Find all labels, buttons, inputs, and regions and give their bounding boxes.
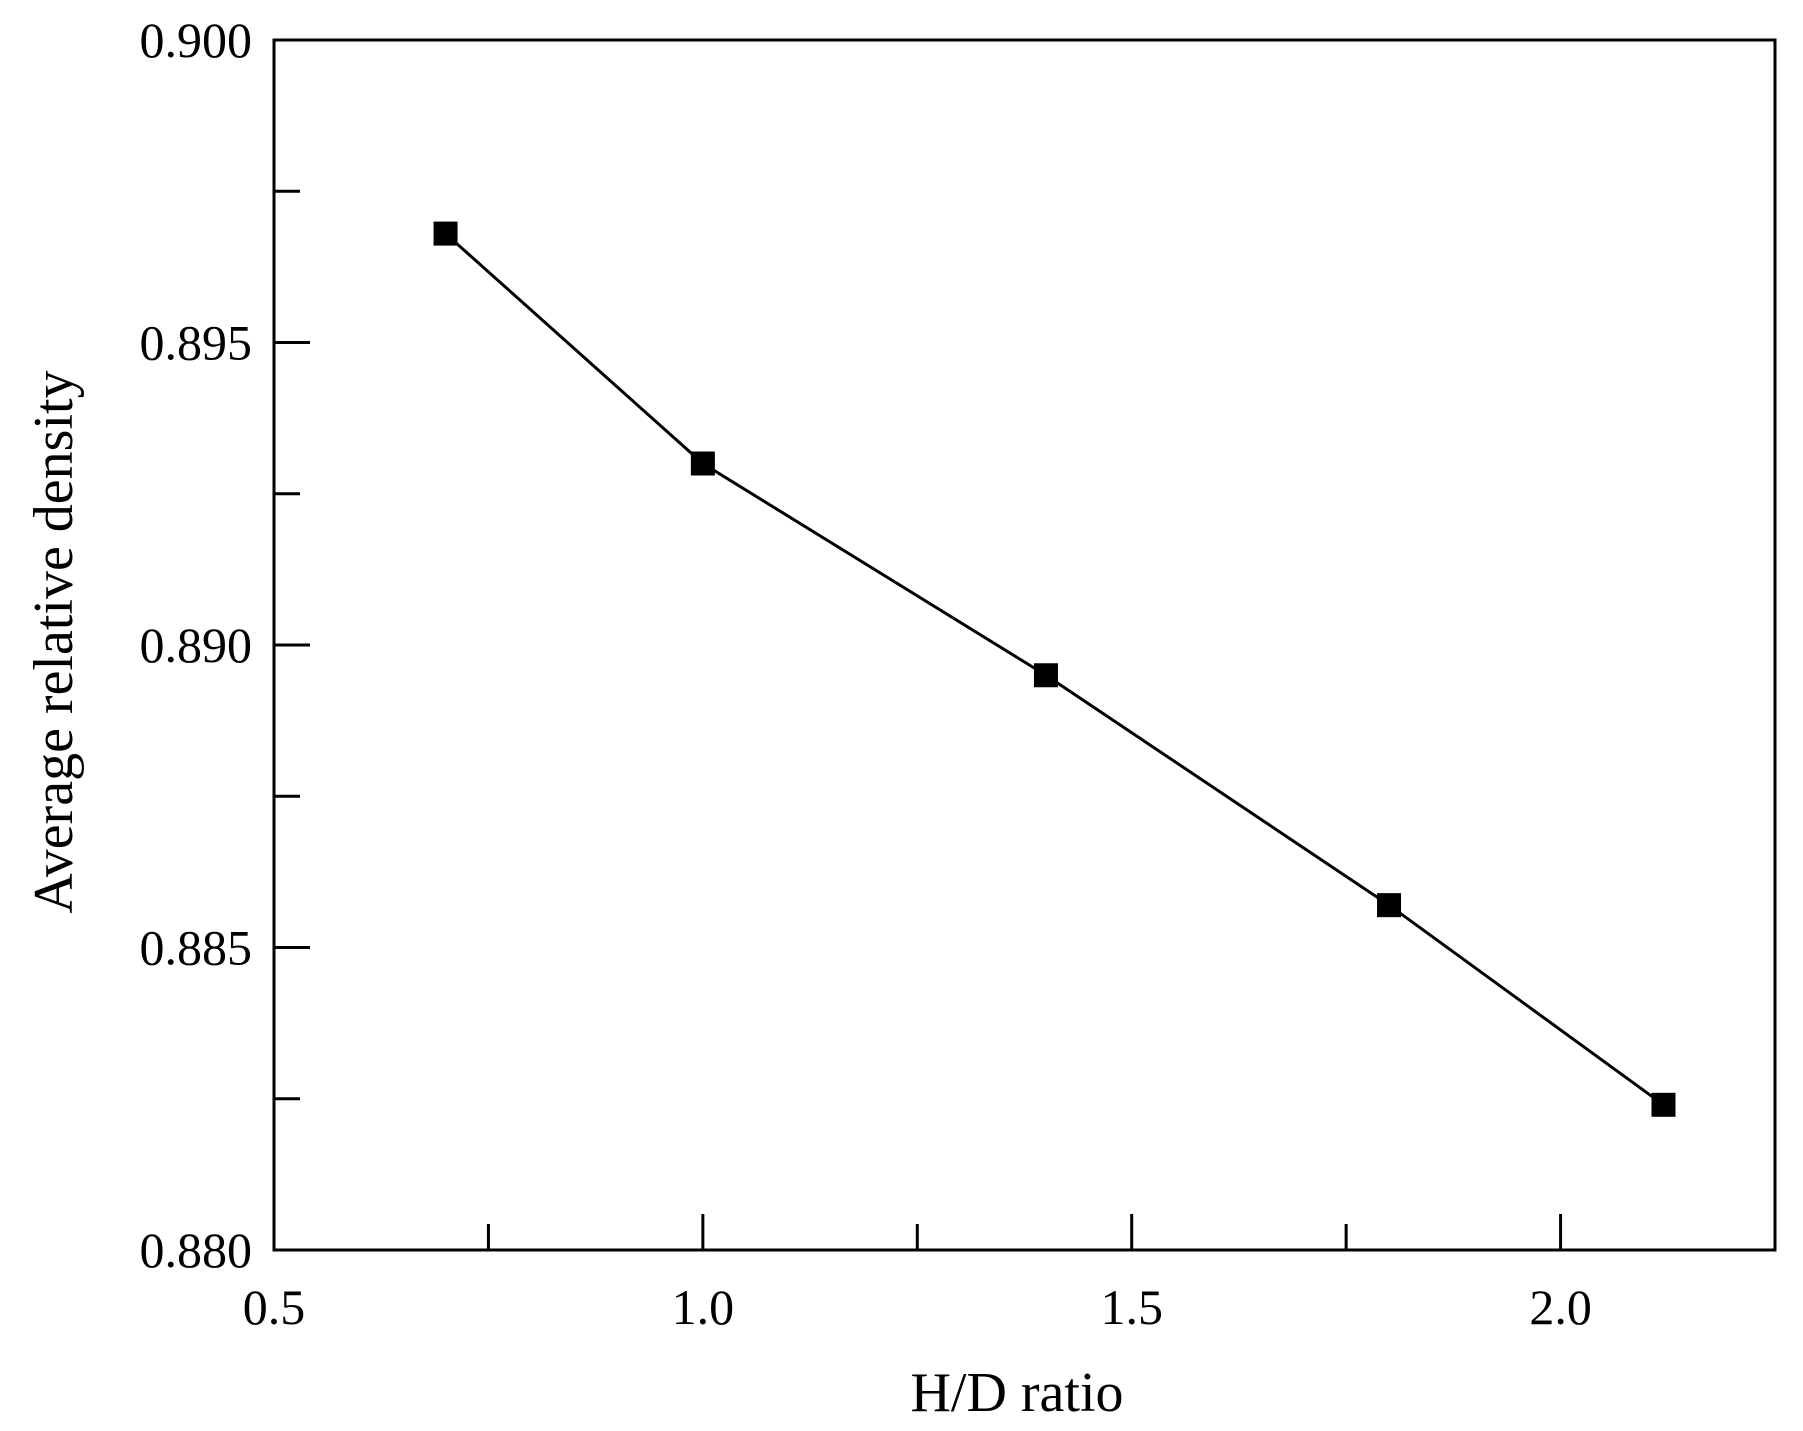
data-point-marker (433, 221, 458, 246)
data-point-marker (1033, 663, 1058, 688)
plot-border (272, 38, 1777, 1252)
x-tick-label: 1.0 (672, 1279, 735, 1335)
x-tick-label: 1.5 (1100, 1279, 1163, 1335)
data-point-marker (1651, 1092, 1676, 1117)
data-point-marker (1377, 893, 1402, 918)
x-tick-label: 2.0 (1529, 1279, 1592, 1335)
y-axis: 0.880 0.885 0.890 0.895 0.900 (140, 12, 310, 1278)
x-axis: 0.5 1.0 1.5 2.0 (243, 1214, 1592, 1335)
y-axis-title: Average relative density (23, 370, 85, 913)
plot-frame (272, 38, 1777, 1252)
series-layer (433, 221, 1676, 1117)
data-point-marker (690, 451, 715, 476)
y-tick-label: 0.880 (140, 1222, 253, 1278)
y-tick-label: 0.900 (140, 12, 253, 68)
y-tick-label: 0.890 (140, 617, 253, 673)
x-axis-title: H/D ratio (910, 1362, 1123, 1424)
x-tick-label: 0.5 (243, 1279, 306, 1335)
y-tick-label: 0.895 (140, 315, 253, 371)
y-tick-label: 0.885 (140, 920, 253, 976)
